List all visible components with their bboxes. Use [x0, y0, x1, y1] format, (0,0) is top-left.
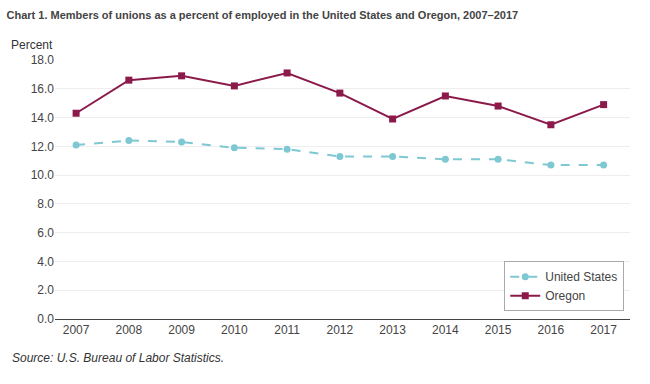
svg-text:2014: 2014: [432, 323, 459, 337]
svg-text:8.0: 8.0: [37, 197, 54, 211]
svg-text:Oregon: Oregon: [545, 289, 585, 303]
svg-text:16.0: 16.0: [31, 82, 55, 96]
svg-text:Percent: Percent: [11, 38, 53, 52]
svg-text:Chart 1. Members of unions as: Chart 1. Members of unions as a percent …: [7, 9, 519, 21]
svg-text:2.0: 2.0: [37, 283, 54, 297]
svg-text:0.0: 0.0: [37, 312, 54, 326]
svg-text:4.0: 4.0: [37, 255, 54, 269]
svg-text:2012: 2012: [327, 323, 354, 337]
svg-text:2015: 2015: [485, 323, 512, 337]
svg-text:2007: 2007: [63, 323, 90, 337]
svg-text:2016: 2016: [538, 323, 565, 337]
svg-text:12.0: 12.0: [31, 140, 55, 154]
svg-text:2009: 2009: [168, 323, 195, 337]
svg-text:18.0: 18.0: [31, 53, 55, 67]
svg-text:Source: U.S. Bureau of Labor S: Source: U.S. Bureau of Labor Statistics.: [12, 351, 224, 365]
svg-text:2010: 2010: [221, 323, 248, 337]
svg-text:United States: United States: [545, 270, 617, 284]
svg-text:2011: 2011: [274, 323, 300, 337]
svg-text:10.0: 10.0: [31, 168, 55, 182]
svg-text:14.0: 14.0: [31, 111, 55, 125]
svg-text:2017: 2017: [590, 323, 617, 337]
svg-text:2008: 2008: [115, 323, 142, 337]
svg-text:2013: 2013: [379, 323, 406, 337]
svg-text:6.0: 6.0: [37, 226, 54, 240]
